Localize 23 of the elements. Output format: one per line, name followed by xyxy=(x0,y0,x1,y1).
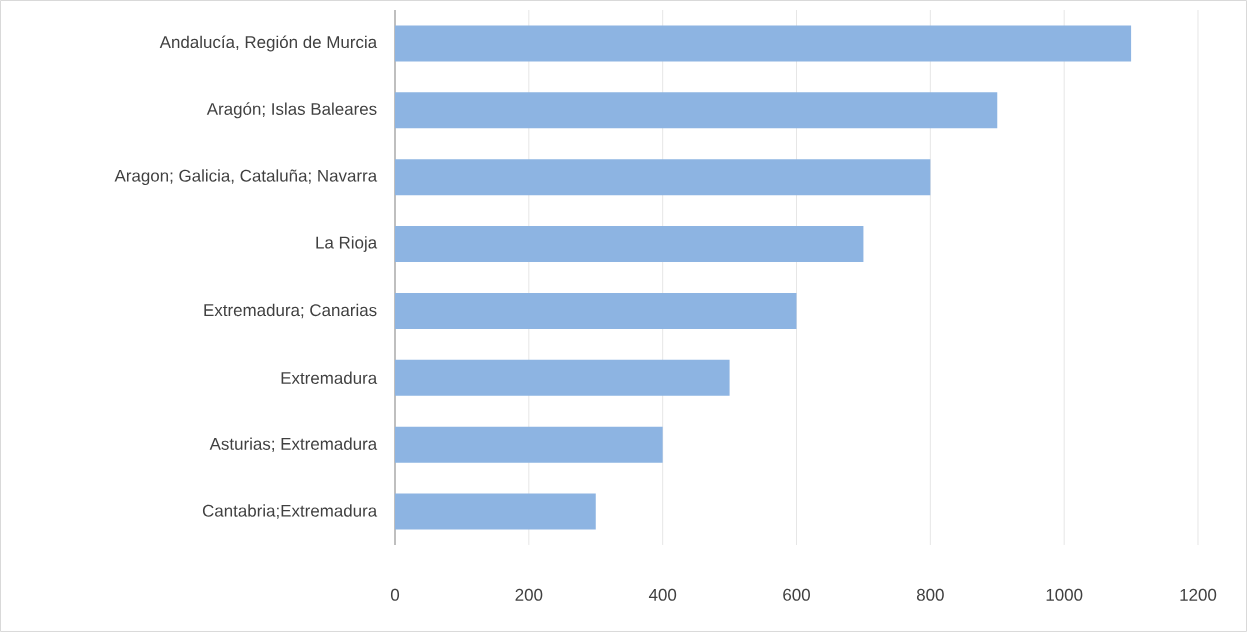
y-tick-label: Extremadura xyxy=(281,371,378,385)
bar xyxy=(395,292,797,329)
x-tick-label: 400 xyxy=(648,588,677,601)
bar xyxy=(395,493,596,530)
bar xyxy=(395,25,1132,62)
y-tick-label: Extremadura; Canarias xyxy=(204,303,377,319)
x-tick-label: 600 xyxy=(783,588,810,601)
y-tick-label: Andalucía, Región de Murcia xyxy=(159,35,378,52)
y-tick-label: Cantabria;Extremadura xyxy=(202,504,378,519)
bar xyxy=(395,159,931,196)
bar xyxy=(395,92,998,129)
y-tick-label: Asturias; Extremadura xyxy=(209,437,378,452)
y-tick-label: La Rioja xyxy=(316,236,378,252)
bar xyxy=(395,426,663,463)
x-tick-label: 800 xyxy=(916,588,944,601)
x-tick-label: 0 xyxy=(390,588,400,601)
x-tick-label: 200 xyxy=(515,588,543,601)
bar xyxy=(395,226,864,263)
bar xyxy=(395,359,730,396)
x-tick-label: 1200 xyxy=(1180,588,1217,601)
y-tick-label: Aragón; Islas Baleares xyxy=(206,102,377,119)
x-tick-label: 1000 xyxy=(1046,588,1083,601)
y-tick-label: Aragon; Galicia, Cataluña; Navarra xyxy=(114,169,378,186)
